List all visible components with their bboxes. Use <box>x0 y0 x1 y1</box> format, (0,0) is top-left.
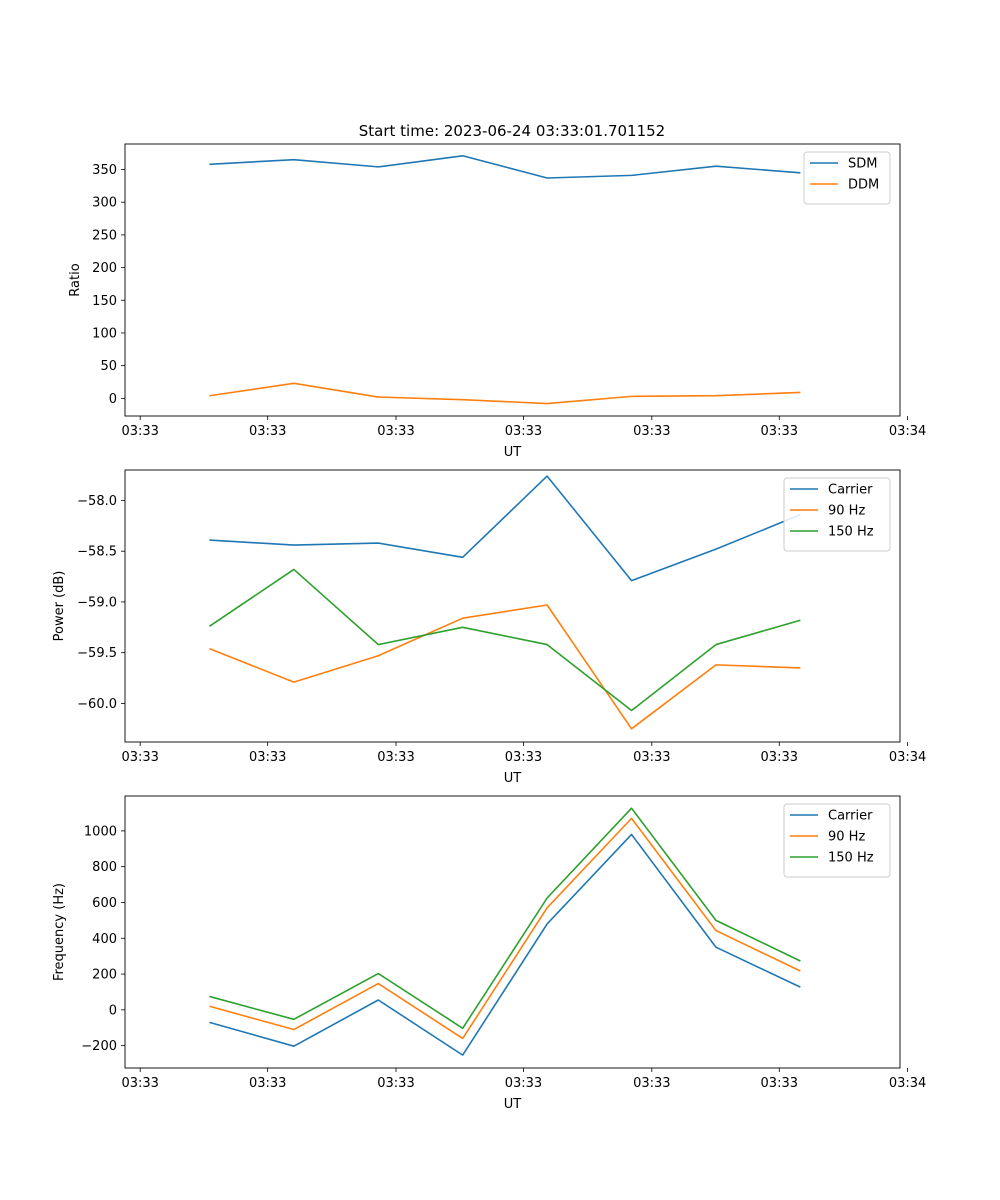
x-axis-label: UT <box>504 1097 522 1112</box>
legend-label: DDM <box>848 178 879 193</box>
subplots: 03:33 03:33 03:33 03:33 03:33 03:33 03:34 0 50 10… <box>52 143 926 1112</box>
subplot-2: 03:33 03:33 03:33 03:33 03:33 03:33 03:34 −60.0… <box>52 469 926 786</box>
axes-frame <box>124 469 901 743</box>
y-tick-label: 200 <box>92 261 117 276</box>
y-tick-label: −58.5 <box>77 545 117 560</box>
series-line-150-hz <box>209 807 801 1030</box>
axes-frame <box>124 795 901 1069</box>
legend: Carrier 90 Hz 150 Hz <box>783 477 891 552</box>
subplot-1: 03:33 03:33 03:33 03:33 03:33 03:33 03:34 0 50 10… <box>68 143 926 460</box>
series-line-ddm <box>209 382 801 405</box>
y-tick-label: 0 <box>109 392 117 407</box>
y-tick-label: 200 <box>92 968 117 983</box>
x-tick-label: 03:33 <box>633 424 670 439</box>
x-tick-label: 03:33 <box>505 750 542 765</box>
x-tick-label: 03:33 <box>121 424 158 439</box>
figure-title: Start time: 2023-06-24 03:33:01.701152 <box>359 122 665 140</box>
y-tick-label: −59.0 <box>77 595 117 610</box>
y-tick-label: 800 <box>92 860 117 875</box>
y-tick-label: 150 <box>92 294 117 309</box>
y-tick-label: −60.0 <box>77 697 117 712</box>
x-axis-label: UT <box>504 445 522 460</box>
x-tick-label: 03:33 <box>377 1076 414 1091</box>
series-line-90-hz <box>209 817 801 1040</box>
y-axis-label: Ratio <box>68 263 83 296</box>
y-tick-label: 1000 <box>84 824 117 839</box>
y-tick-label: −59.5 <box>77 646 117 661</box>
x-tick-label: 03:34 <box>889 1076 926 1091</box>
x-tick-label: 03:33 <box>505 1076 542 1091</box>
y-tick-label: 350 <box>92 163 117 178</box>
x-tick-label: 03:33 <box>761 750 798 765</box>
legend-label: SDM <box>848 157 877 172</box>
legend: SDM DDM <box>803 151 891 205</box>
legend-label: 150 Hz <box>828 851 874 866</box>
y-tick-label: 50 <box>100 359 117 374</box>
x-tick-label: 03:33 <box>249 1076 286 1091</box>
series-line-carrier <box>209 833 801 1056</box>
x-tick-label: 03:33 <box>121 750 158 765</box>
x-tick-label: 03:33 <box>633 750 670 765</box>
x-tick-label: 03:34 <box>889 750 926 765</box>
x-tick-label: 03:33 <box>505 424 542 439</box>
x-tick-label: 03:33 <box>761 1076 798 1091</box>
axes-frame <box>124 143 901 417</box>
legend-label: 90 Hz <box>828 830 865 845</box>
legend-label: Carrier <box>828 483 873 498</box>
legend-box <box>803 151 891 205</box>
legend-label: Carrier <box>828 809 873 824</box>
series-line-90-hz <box>209 604 801 730</box>
x-tick-label: 03:34 <box>889 424 926 439</box>
series-line-150-hz <box>208 568 801 712</box>
legend: Carrier 90 Hz 150 Hz <box>783 803 891 878</box>
y-axis-label: Frequency (Hz) <box>52 883 67 981</box>
x-tick-label: 03:33 <box>249 424 286 439</box>
x-axis-label: UT <box>504 771 522 786</box>
y-tick-label: 100 <box>92 326 117 341</box>
y-tick-label: 250 <box>92 228 117 243</box>
legend-box <box>783 477 891 552</box>
x-tick-label: 03:33 <box>761 424 798 439</box>
legend-label: 90 Hz <box>828 504 865 519</box>
y-tick-label: −200 <box>81 1039 117 1054</box>
y-axis-label: Power (dB) <box>52 571 67 642</box>
x-tick-label: 03:33 <box>633 1076 670 1091</box>
legend-label: 150 Hz <box>828 525 874 540</box>
subplot-3: 03:33 03:33 03:33 03:33 03:33 03:33 03:34 −200 0… <box>52 795 926 1112</box>
x-tick-label: 03:33 <box>249 750 286 765</box>
legend-box <box>783 803 891 878</box>
y-tick-label: 400 <box>92 932 117 947</box>
x-tick-label: 03:33 <box>121 1076 158 1091</box>
y-tick-label: 0 <box>109 1003 117 1018</box>
y-tick-label: −58.0 <box>77 494 117 509</box>
x-tick-label: 03:33 <box>377 424 414 439</box>
x-tick-label: 03:33 <box>377 750 414 765</box>
series-line-carrier <box>209 475 801 582</box>
y-tick-label: 600 <box>92 896 117 911</box>
series-line-sdm <box>209 154 801 179</box>
y-tick-label: 300 <box>92 196 117 211</box>
